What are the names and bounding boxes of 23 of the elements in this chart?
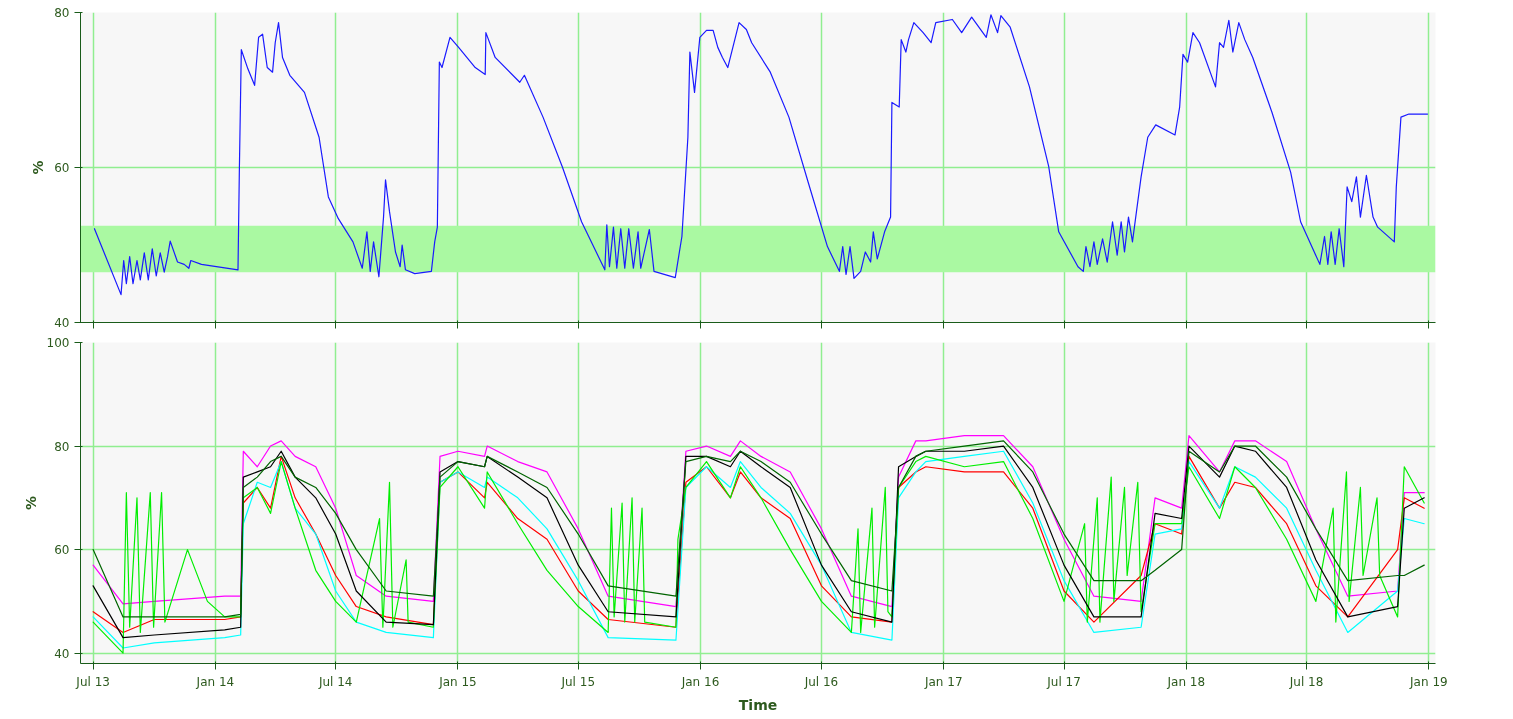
x-tick-label: Jan 18 [1166,674,1206,689]
x-tick-label: Jan 17 [923,674,963,689]
x-tick-label: Jul 17 [1046,674,1081,689]
x-tick-label: Jan 15 [438,674,477,689]
y-axis-title: % [22,495,39,511]
x-tick-label: Jul 16 [803,674,839,689]
x-tick-label: Jan 19 [1409,674,1448,689]
line-series [93,14,1429,296]
y-tick-label: 80 [54,439,70,454]
y-axis-title: % [30,160,47,175]
y-tick-label: 40 [54,316,70,330]
x-tick-label: Jul 15 [560,674,596,689]
x-tick-label: Jan 16 [680,674,720,689]
x-tick-label: Jul 14 [317,674,353,689]
x-tick-label: Jul 18 [1288,674,1324,689]
x-tick-label: Jan 14 [195,674,235,689]
y-tick-label: 60 [54,161,70,175]
y-tick-label: 100 [46,336,70,350]
y-tick-label: 80 [54,6,70,20]
x-tick-label: Jul 13 [75,674,110,689]
y-tick-label: 60 [54,543,70,558]
x-axis-title: Time [738,696,778,713]
y-tick-label: 40 [54,646,70,661]
